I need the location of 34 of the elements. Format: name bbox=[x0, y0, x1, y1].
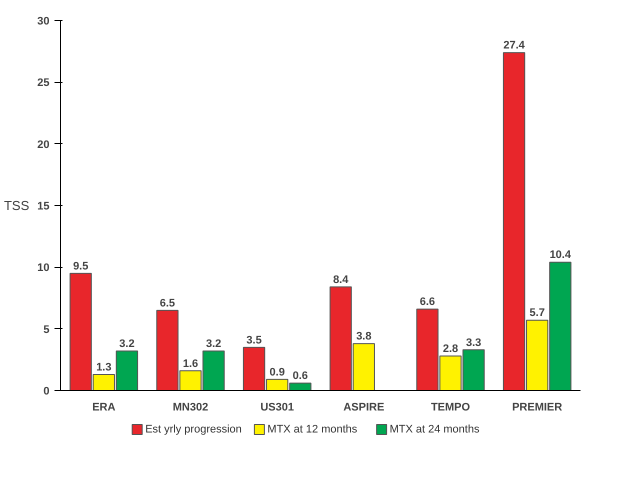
data-label: 8.4 bbox=[333, 274, 350, 286]
data-label: 3.2 bbox=[206, 338, 222, 350]
data-label: 2.8 bbox=[442, 342, 458, 355]
data-label: 6.6 bbox=[420, 296, 436, 308]
data-label: 3.5 bbox=[246, 334, 262, 346]
x-tick-label: PREMIER bbox=[512, 402, 562, 414]
legend-label: MTX at 12 months bbox=[267, 424, 358, 436]
x-tick-label: US301 bbox=[260, 402, 294, 414]
legend-label: Est yrly progression bbox=[145, 424, 242, 436]
y-tick-label: 20 bbox=[37, 138, 50, 151]
x-tick-label: ASPIRE bbox=[343, 402, 384, 414]
x-tick-label: MN302 bbox=[172, 402, 208, 414]
data-label: 6.5 bbox=[160, 297, 176, 310]
x-tick-label: ERA bbox=[92, 402, 116, 414]
data-label: 0.6 bbox=[292, 370, 308, 382]
x-tick-label: TEMPO bbox=[430, 402, 470, 414]
data-label: 1.3 bbox=[96, 361, 112, 374]
y-tick-label: 15 bbox=[37, 200, 50, 212]
legend-label: MTX at 24 months bbox=[390, 424, 480, 436]
y-tick-label: 25 bbox=[37, 77, 50, 90]
y-tick-label: 10 bbox=[37, 262, 50, 274]
data-label: 27.4 bbox=[503, 40, 526, 52]
data-label: 1.6 bbox=[182, 358, 198, 370]
data-label: 10.4 bbox=[550, 249, 572, 262]
data-label: 3.8 bbox=[356, 330, 372, 343]
data-label: 5.7 bbox=[530, 307, 545, 320]
y-tick-label: 30 bbox=[37, 16, 50, 28]
data-label: 3.3 bbox=[466, 336, 482, 349]
y-tick-label: 5 bbox=[43, 324, 50, 336]
data-label: 3.2 bbox=[119, 338, 135, 350]
data-label: 9.5 bbox=[73, 260, 88, 272]
y-axis-title: TSS bbox=[4, 198, 30, 213]
y-tick-label: 0 bbox=[43, 386, 50, 398]
data-label: 0.9 bbox=[270, 366, 285, 378]
